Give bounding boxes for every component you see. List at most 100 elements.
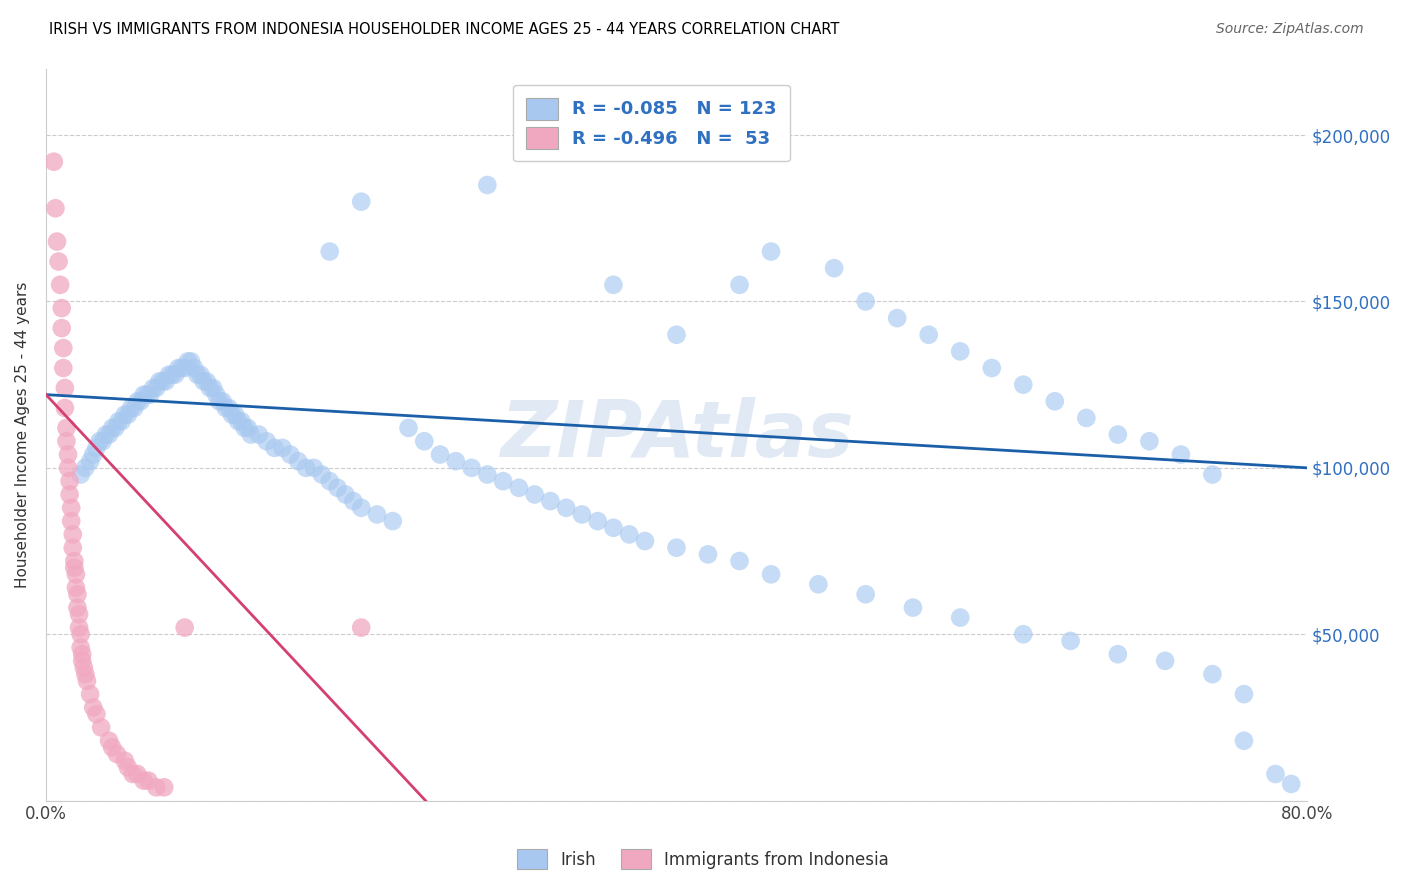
Point xyxy=(51,301,73,315)
Point xyxy=(183,361,205,376)
Point xyxy=(49,277,72,292)
Point xyxy=(167,361,190,376)
Point xyxy=(56,448,79,462)
Point xyxy=(886,311,908,326)
Point xyxy=(226,414,249,428)
Point xyxy=(477,467,499,482)
Point xyxy=(555,500,578,515)
Point xyxy=(51,321,73,335)
Point xyxy=(1154,654,1177,668)
Point xyxy=(492,474,515,488)
Point xyxy=(66,587,89,601)
Point xyxy=(318,474,340,488)
Point xyxy=(1233,687,1256,701)
Point xyxy=(602,521,624,535)
Point xyxy=(231,414,253,428)
Point xyxy=(571,508,593,522)
Point xyxy=(256,434,278,449)
Point xyxy=(104,421,127,435)
Text: ZIPAtlas: ZIPAtlas xyxy=(499,397,853,473)
Point xyxy=(62,527,84,541)
Point xyxy=(82,448,104,462)
Point xyxy=(70,647,93,661)
Point xyxy=(215,401,238,415)
Point xyxy=(208,394,231,409)
Point xyxy=(728,554,751,568)
Point xyxy=(211,394,233,409)
Point xyxy=(823,261,845,276)
Point xyxy=(67,607,90,622)
Point xyxy=(55,421,77,435)
Point xyxy=(523,487,546,501)
Point xyxy=(342,494,364,508)
Text: IRISH VS IMMIGRANTS FROM INDONESIA HOUSEHOLDER INCOME AGES 25 - 44 YEARS CORRELA: IRISH VS IMMIGRANTS FROM INDONESIA HOUSE… xyxy=(49,22,839,37)
Point xyxy=(135,387,157,401)
Point xyxy=(302,460,325,475)
Point xyxy=(120,401,142,415)
Point xyxy=(132,773,155,788)
Point xyxy=(153,780,176,795)
Point xyxy=(381,514,404,528)
Point xyxy=(1264,767,1286,781)
Point xyxy=(69,627,91,641)
Point xyxy=(193,374,215,388)
Point xyxy=(1201,467,1223,482)
Point xyxy=(350,621,373,635)
Point xyxy=(117,760,139,774)
Point xyxy=(186,368,208,382)
Point xyxy=(218,401,240,415)
Point xyxy=(271,441,294,455)
Point xyxy=(42,154,65,169)
Point xyxy=(807,577,830,591)
Point xyxy=(132,387,155,401)
Point xyxy=(205,387,228,401)
Point xyxy=(429,448,451,462)
Point xyxy=(1233,733,1256,747)
Point xyxy=(366,508,388,522)
Point xyxy=(413,434,436,449)
Point xyxy=(75,460,97,475)
Point xyxy=(278,448,301,462)
Point xyxy=(236,421,259,435)
Point xyxy=(318,244,340,259)
Point xyxy=(155,374,177,388)
Point xyxy=(295,460,318,475)
Point xyxy=(165,368,187,382)
Point xyxy=(69,640,91,655)
Point xyxy=(91,434,114,449)
Point xyxy=(86,441,108,455)
Point xyxy=(101,740,124,755)
Point xyxy=(76,673,98,688)
Point xyxy=(263,441,285,455)
Point xyxy=(44,202,66,216)
Point xyxy=(728,277,751,292)
Point xyxy=(152,374,174,388)
Point xyxy=(86,707,108,722)
Point xyxy=(350,194,373,209)
Point xyxy=(508,481,530,495)
Point xyxy=(75,667,97,681)
Point xyxy=(170,361,193,376)
Point xyxy=(52,341,75,355)
Point xyxy=(63,554,86,568)
Point xyxy=(98,427,121,442)
Point xyxy=(145,780,167,795)
Point xyxy=(105,747,128,761)
Point xyxy=(855,294,877,309)
Point xyxy=(79,687,101,701)
Point xyxy=(538,494,561,508)
Point xyxy=(101,421,124,435)
Point xyxy=(173,361,195,376)
Point xyxy=(247,427,270,442)
Point xyxy=(127,394,149,409)
Point xyxy=(1279,777,1302,791)
Point xyxy=(89,434,111,449)
Point xyxy=(980,361,1002,376)
Point xyxy=(66,600,89,615)
Point xyxy=(190,368,212,382)
Point xyxy=(634,534,657,549)
Point xyxy=(55,434,77,449)
Point xyxy=(586,514,609,528)
Point xyxy=(665,327,688,342)
Point xyxy=(139,387,162,401)
